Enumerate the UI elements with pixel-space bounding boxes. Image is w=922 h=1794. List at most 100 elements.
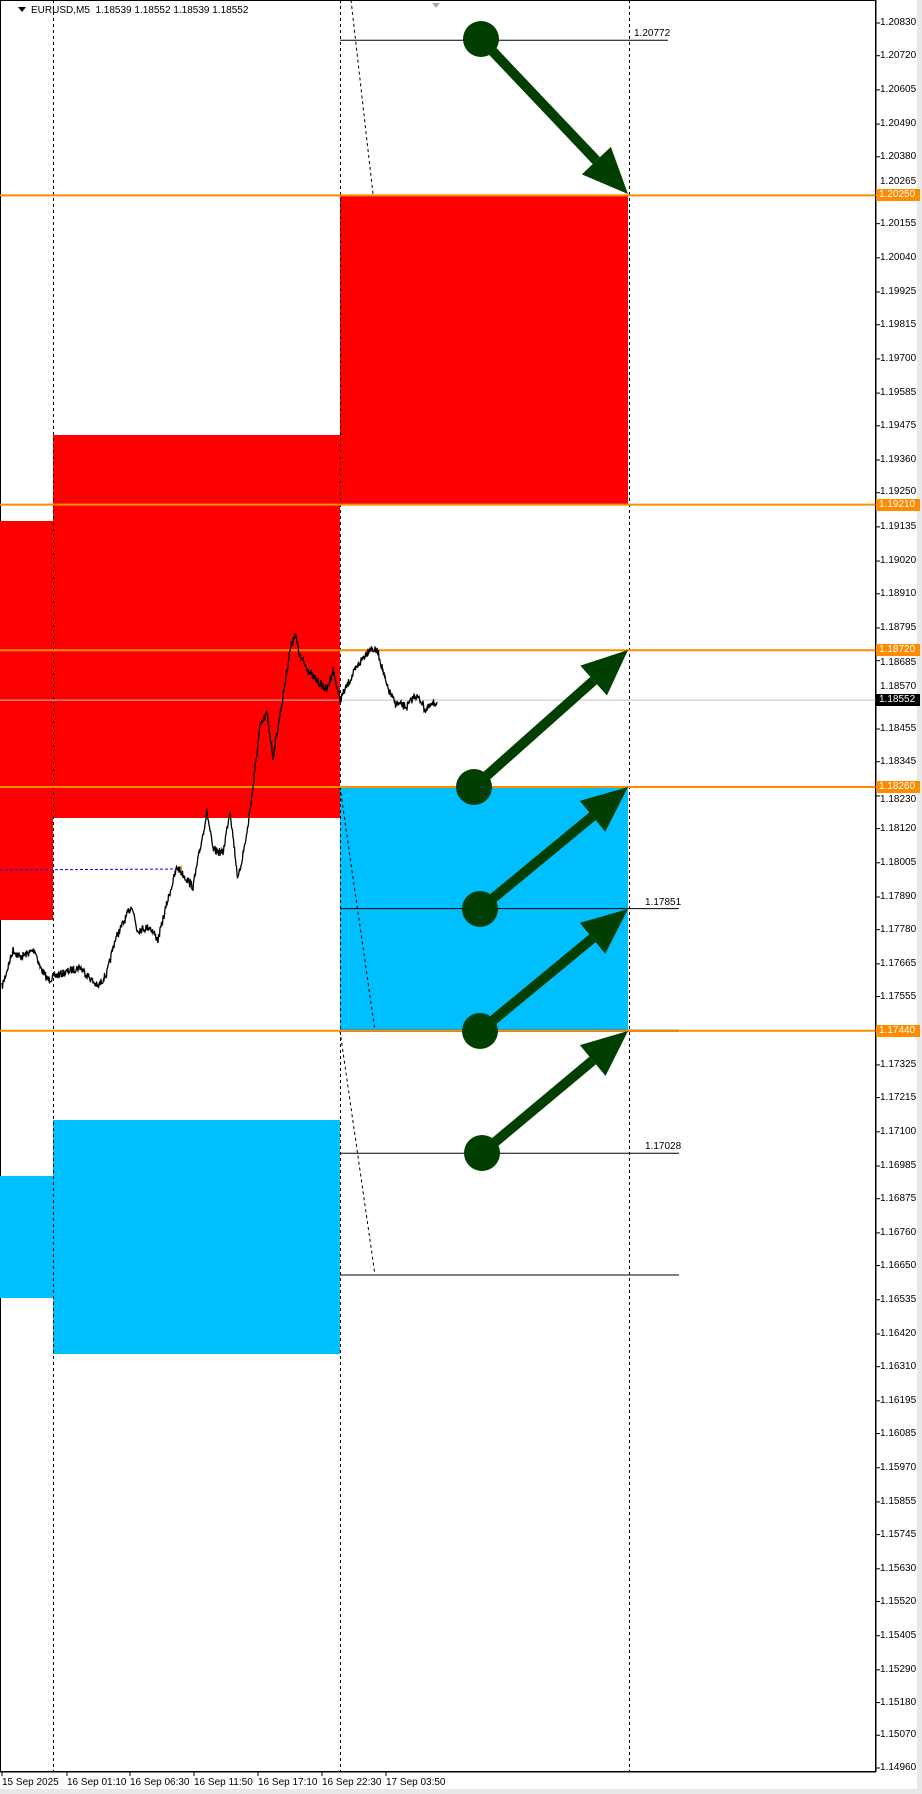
price-tick-label: 1.16310: [880, 1360, 917, 1372]
trade-arrow-1: [456, 650, 628, 805]
price-tick-label: 1.16535: [880, 1293, 917, 1305]
price-tick-label: 1.15630: [880, 1562, 917, 1574]
price-tick-label: 1.19360: [880, 453, 917, 465]
supply-zone-right: [340, 195, 628, 504]
price-tick-label: 1.19925: [880, 286, 917, 298]
ohlc-values: 1.18539 1.18552 1.18539 1.18552: [95, 5, 249, 16]
price-tick-label: 1.15290: [880, 1663, 917, 1675]
price-tick-label: 1.19020: [880, 555, 917, 567]
price-tick-label: 1.16760: [880, 1226, 917, 1238]
supply-zone-left-small: [0, 521, 53, 920]
price-tick-label: 1.20155: [880, 217, 917, 229]
time-tick-label: 16 Sep 11:50: [194, 1777, 253, 1788]
price-tick-label: 1.20490: [880, 118, 917, 130]
trend-dashed-line-2: [339, 1030, 376, 1276]
scroll-position-marker-icon: [432, 3, 440, 8]
price-tick-label: 1.20720: [880, 49, 917, 61]
price-tick-label: 1.16985: [880, 1160, 917, 1171]
time-tick-label: 16 Sep 01:10: [67, 1777, 127, 1788]
price-tick-label: 1.20605: [880, 83, 917, 95]
level-price-tag: 1.20250: [876, 189, 920, 202]
trade-arrow-2: [462, 787, 628, 927]
trade-arrow-0: [463, 21, 628, 194]
price-tick-label: 1.18005: [880, 856, 917, 868]
level-price-tag: 1.18720: [876, 644, 920, 657]
level-price-tag: 1.17440: [876, 1024, 920, 1037]
price-tick-label: 1.16085: [880, 1427, 917, 1439]
price-tick-label: 1.15520: [880, 1595, 917, 1607]
arrow-shaft: [477, 35, 600, 165]
time-tick-label: 16 Sep 06:30: [130, 1777, 190, 1788]
time-tick-label: 17 Sep 03:50: [386, 1777, 446, 1788]
arrow-origin-dot: [456, 769, 492, 805]
arrow-origin-dot: [462, 891, 498, 927]
arrow-head-icon: [579, 909, 628, 954]
chart-title: EURUSD,M5 1.18539 1.18552 1.18539 1.1855…: [18, 5, 248, 16]
price-tick-label: 1.17665: [880, 957, 917, 969]
level-price-tag: 1.18260: [876, 780, 920, 793]
arrow-origin-dot: [464, 1135, 500, 1171]
price-tick-label: 1.18345: [880, 755, 917, 767]
supply-zone-left: [53, 435, 340, 818]
price-tick-label: 1.17215: [880, 1091, 917, 1103]
arrow-head-icon: [581, 146, 628, 194]
price-tick-label: 1.16195: [880, 1394, 917, 1406]
blue-dashed-line: [0, 868, 181, 871]
bottom-strip: [0, 1789, 922, 1794]
price-tick-label: 1.16650: [880, 1259, 917, 1271]
price-tick-label: 1.15855: [880, 1495, 917, 1507]
price-tick-label: 1.17555: [880, 990, 917, 1002]
price-tick-label: 1.20040: [880, 251, 917, 263]
current-price-tag: 1.18552: [876, 694, 920, 707]
arrow-origin-dot: [462, 1013, 498, 1049]
price-tick-label: 1.19585: [880, 387, 917, 399]
price-tick-label: 1.20265: [880, 176, 917, 188]
trade-arrow-4: [464, 1031, 628, 1171]
level-label: 1.17851: [645, 896, 682, 908]
price-tick-label: 1.19475: [880, 419, 917, 431]
price-line: [1, 633, 438, 989]
arrow-shaft: [470, 676, 597, 791]
arrow-shaft: [476, 812, 596, 913]
price-tick-label: 1.16875: [880, 1192, 917, 1204]
price-tick-label: 1.19135: [880, 520, 917, 532]
arrow-head-icon: [579, 1031, 628, 1076]
time-tick-label: 16 Sep 17:10: [258, 1777, 318, 1788]
price-tick-label: 1.15970: [880, 1461, 917, 1473]
price-tick-label: 1.18455: [880, 723, 917, 735]
price-tick-label: 1.18685: [880, 657, 917, 669]
price-tick-label: 1.19250: [880, 485, 917, 497]
price-tick-label: 1.17890: [880, 890, 917, 902]
trend-dashed-line-0: [350, 0, 374, 195]
level-label: 1.17028: [645, 1141, 682, 1153]
demand-zone-left: [53, 1120, 340, 1354]
price-tick-label: 1.18230: [880, 793, 917, 805]
level-label: 1.20772: [634, 28, 671, 40]
price-tick-label: 1.18120: [880, 822, 917, 834]
demand-zone-left-small: [0, 1176, 53, 1298]
price-tick-label: 1.20830: [880, 17, 917, 28]
level-price-tag: 1.19210: [876, 498, 920, 511]
price-tick-label: 1.19815: [880, 318, 917, 330]
scrollbar-strip: [917, 0, 922, 1794]
arrow-head-icon: [579, 787, 628, 832]
arrow-shaft: [476, 934, 596, 1035]
price-tick-label: 1.14960: [880, 1761, 917, 1773]
price-tick-label: 1.15180: [880, 1696, 917, 1708]
triangle-down-icon[interactable]: [18, 7, 26, 12]
price-tick-label: 1.15745: [880, 1528, 917, 1540]
price-tick-label: 1.17325: [880, 1058, 917, 1070]
arrow-shaft: [478, 1056, 596, 1157]
price-tick-label: 1.15405: [880, 1629, 917, 1641]
time-tick-label: 15 Sep 2025: [2, 1777, 59, 1788]
symbol-timeframe: EURUSD,M5: [31, 5, 90, 16]
arrow-origin-dot: [463, 21, 499, 57]
price-tick-label: 1.19700: [880, 352, 917, 364]
price-tick-label: 1.16420: [880, 1327, 917, 1339]
price-tick-label: 1.20380: [880, 150, 917, 162]
time-tick-label: 16 Sep 22:30: [322, 1777, 382, 1788]
price-tick-label: 1.18910: [880, 587, 917, 599]
price-tick-label: 1.17100: [880, 1125, 917, 1137]
